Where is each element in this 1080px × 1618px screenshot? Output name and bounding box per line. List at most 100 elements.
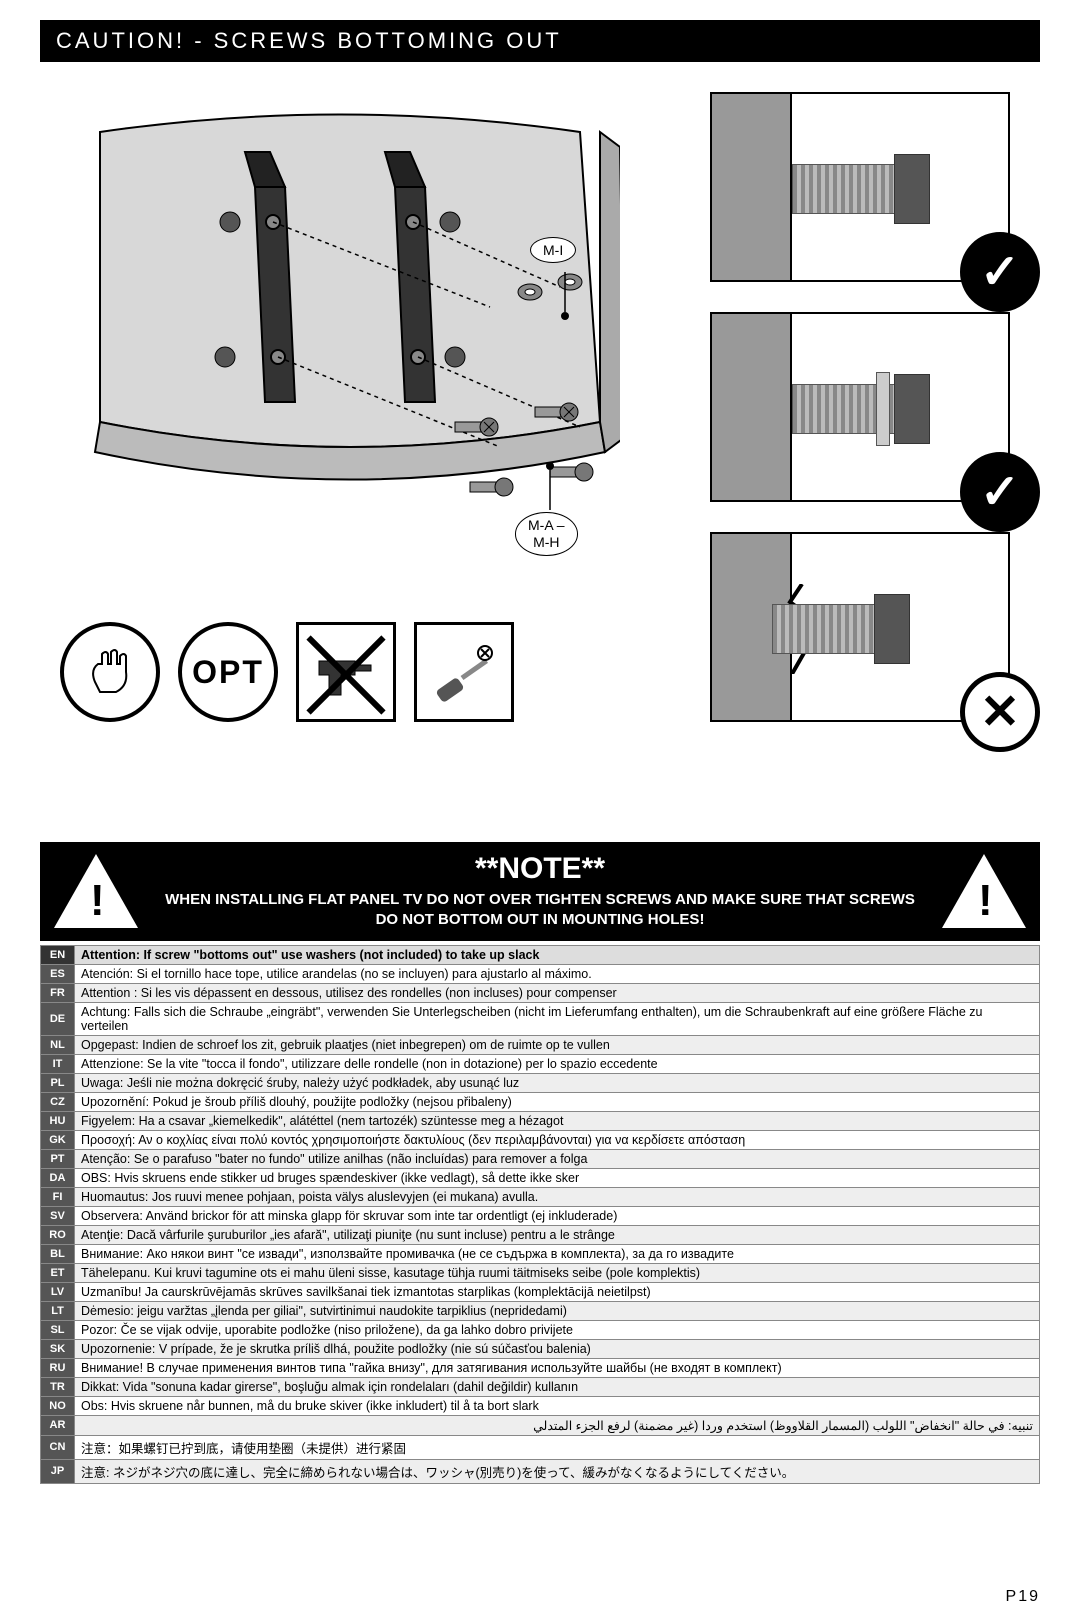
- callout-m-a-h: M-A – M-H: [515, 512, 578, 556]
- lang-text: Upozornění: Pokud je šroub příliš dlouhý…: [75, 1092, 1040, 1111]
- lang-code: SK: [41, 1339, 75, 1358]
- lang-code: LV: [41, 1282, 75, 1301]
- lang-text: Opgepast: Indien de schroef los zit, geb…: [75, 1035, 1040, 1054]
- lang-code: SV: [41, 1206, 75, 1225]
- lang-code: LT: [41, 1301, 75, 1320]
- table-row: SVObservera: Använd brickor för att mins…: [41, 1206, 1040, 1225]
- table-row: PLUwaga: Jeśli nie można dokręcić śruby,…: [41, 1073, 1040, 1092]
- instruction-icon-row: OPT: [60, 622, 514, 722]
- lang-text: Upozornenie: V prípade, že je skrutka pr…: [75, 1339, 1040, 1358]
- screw-state-column: ✓ ✓ ✕: [710, 92, 1010, 752]
- table-row: FIHuomautus: Jos ruuvi menee pohjaan, po…: [41, 1187, 1040, 1206]
- note-heading: **NOTE**: [152, 852, 928, 886]
- lang-text: Внимание! В случае применения винтов тип…: [75, 1358, 1040, 1377]
- lang-text: Atención: Si el tornillo hace tope, util…: [75, 964, 1040, 983]
- lang-text: Προσοχή: Αν ο κοχλίας είναι πολύ κοντός …: [75, 1130, 1040, 1149]
- callout-m-i: M-I: [530, 237, 576, 263]
- callout-leader: [555, 272, 585, 322]
- lang-code: DE: [41, 1002, 75, 1035]
- lang-code: TR: [41, 1377, 75, 1396]
- table-row: DEAchtung: Falls sich die Schraube „eing…: [41, 1002, 1040, 1035]
- table-row: LTDėmesio: jeigu varžtas „įlenda per gil…: [41, 1301, 1040, 1320]
- lang-text: Attention : Si les vis dépassent en dess…: [75, 983, 1040, 1002]
- screw-state-ok-washer: ✓: [710, 312, 1010, 502]
- table-row: ENAttention: If screw "bottoms out" use …: [41, 945, 1040, 964]
- table-row: LVUzmanību! Ja caurskrūvējamās skrūves s…: [41, 1282, 1040, 1301]
- lang-text: Dėmesio: jeigu varžtas „įlenda per gilia…: [75, 1301, 1040, 1320]
- table-row: RUВнимание! В случае применения винтов т…: [41, 1358, 1040, 1377]
- table-row: SKUpozornenie: V prípade, že je skrutka …: [41, 1339, 1040, 1358]
- table-row: CN注意：如果螺钉已拧到底，请使用垫圈（未提供）进行紧固: [41, 1435, 1040, 1459]
- lang-code: BL: [41, 1244, 75, 1263]
- lang-text: Dikkat: Vida "sonuna kadar girerse", boş…: [75, 1377, 1040, 1396]
- lang-text: Observera: Använd brickor för att minska…: [75, 1206, 1040, 1225]
- lang-code: IT: [41, 1054, 75, 1073]
- screw-state-ok-no-washer: ✓: [710, 92, 1010, 282]
- table-row: ARتنبيه: في حالة "انخفاض" اللولب (المسما…: [41, 1415, 1040, 1435]
- table-row: PTAtenção: Se o parafuso "bater no fundo…: [41, 1149, 1040, 1168]
- table-row: ETTähelepanu. Kui kruvi tagumine ots ei …: [41, 1263, 1040, 1282]
- lang-code: PT: [41, 1149, 75, 1168]
- lang-text: Tähelepanu. Kui kruvi tagumine ots ei ma…: [75, 1263, 1040, 1282]
- table-row: NLOpgepast: Indien de schroef los zit, g…: [41, 1035, 1040, 1054]
- tv-mount-illustration: [60, 92, 620, 552]
- screw-state-bad-bottom-out: ✕: [710, 532, 1010, 722]
- hand-tighten-icon: [60, 622, 160, 722]
- lang-code: FI: [41, 1187, 75, 1206]
- lang-code: FR: [41, 983, 75, 1002]
- table-row: FRAttention : Si les vis dépassent en de…: [41, 983, 1040, 1002]
- check-icon: ✓: [960, 232, 1040, 312]
- table-row: CZUpozornění: Pokud je šroub příliš dlou…: [41, 1092, 1040, 1111]
- warning-icon: [942, 854, 1026, 928]
- lang-text: Obs: Hvis skruene når bunnen, må du bruk…: [75, 1396, 1040, 1415]
- callout-leader: [540, 462, 570, 512]
- table-row: GKΠροσοχή: Αν ο κοχλίας είναι πολύ κοντό…: [41, 1130, 1040, 1149]
- page-title: CAUTION! - SCREWS BOTTOMING OUT: [40, 20, 1040, 62]
- lang-text: 注意：如果螺钉已拧到底，请使用垫圈（未提供）进行紧固: [75, 1435, 1040, 1459]
- opt-icon: OPT: [178, 622, 278, 722]
- lang-code: NO: [41, 1396, 75, 1415]
- table-row: BLВнимание: Ако някои винт "се извади", …: [41, 1244, 1040, 1263]
- lang-code: DA: [41, 1168, 75, 1187]
- lang-code: ET: [41, 1263, 75, 1282]
- note-banner: **NOTE** WHEN INSTALLING FLAT PANEL TV D…: [40, 842, 1040, 941]
- lang-code: EN: [41, 945, 75, 964]
- lang-text: 注意: ネジがネジ穴の底に達し、完全に締められない場合は、ワッシャ(別売り)を使…: [75, 1459, 1040, 1483]
- warning-icon: [54, 854, 138, 928]
- lang-text: Atenção: Se o parafuso "bater no fundo" …: [75, 1149, 1040, 1168]
- lang-text: OBS: Hvis skruens ende stikker ud bruges…: [75, 1168, 1040, 1187]
- table-row: JP注意: ネジがネジ穴の底に達し、完全に締められない場合は、ワッシャ(別売り)…: [41, 1459, 1040, 1483]
- lang-text: Achtung: Falls sich die Schraube „eingrä…: [75, 1002, 1040, 1035]
- lang-code: CN: [41, 1435, 75, 1459]
- table-row: ITAttenzione: Se la vite "tocca il fondo…: [41, 1054, 1040, 1073]
- lang-code: SL: [41, 1320, 75, 1339]
- lang-code: RO: [41, 1225, 75, 1244]
- lang-code: NL: [41, 1035, 75, 1054]
- no-power-drill-icon: [296, 622, 396, 722]
- lang-code: CZ: [41, 1092, 75, 1111]
- lang-text: تنبيه: في حالة "انخفاض" اللولب (المسمار …: [75, 1415, 1040, 1435]
- lang-text: Attenzione: Se la vite "tocca il fondo",…: [75, 1054, 1040, 1073]
- lang-code: PL: [41, 1073, 75, 1092]
- lang-text: Huomautus: Jos ruuvi menee pohjaan, pois…: [75, 1187, 1040, 1206]
- lang-text: Pozor: Če se vijak odvije, uporabite pod…: [75, 1320, 1040, 1339]
- table-row: TRDikkat: Vida "sonuna kadar girerse", b…: [41, 1377, 1040, 1396]
- table-row: ESAtención: Si el tornillo hace tope, ut…: [41, 964, 1040, 983]
- table-row: SLPozor: Če se vijak odvije, uporabite p…: [41, 1320, 1040, 1339]
- lang-code: GK: [41, 1130, 75, 1149]
- lang-text: Atenţie: Dacă vârfurile şuruburilor „ies…: [75, 1225, 1040, 1244]
- table-row: ROAtenţie: Dacă vârfurile şuruburilor „i…: [41, 1225, 1040, 1244]
- lang-text: Внимание: Ако някои винт "се извади", из…: [75, 1244, 1040, 1263]
- diagram-area: M-I M-A – M-H ✓ ✓ ✕: [40, 62, 1040, 842]
- lang-text: Uwaga: Jeśli nie można dokręcić śruby, n…: [75, 1073, 1040, 1092]
- lang-code: HU: [41, 1111, 75, 1130]
- lang-code: RU: [41, 1358, 75, 1377]
- page-number: P19: [1006, 1588, 1040, 1606]
- check-icon: ✓: [960, 452, 1040, 532]
- table-row: DAOBS: Hvis skruens ende stikker ud brug…: [41, 1168, 1040, 1187]
- lang-code: JP: [41, 1459, 75, 1483]
- table-row: HUFigyelem: Ha a csavar „kiemelkedik", a…: [41, 1111, 1040, 1130]
- translations-table: ENAttention: If screw "bottoms out" use …: [40, 945, 1040, 1484]
- lang-text: Uzmanību! Ja caurskrūvējamās skrūves sav…: [75, 1282, 1040, 1301]
- lang-text: Figyelem: Ha a csavar „kiemelkedik", alá…: [75, 1111, 1040, 1130]
